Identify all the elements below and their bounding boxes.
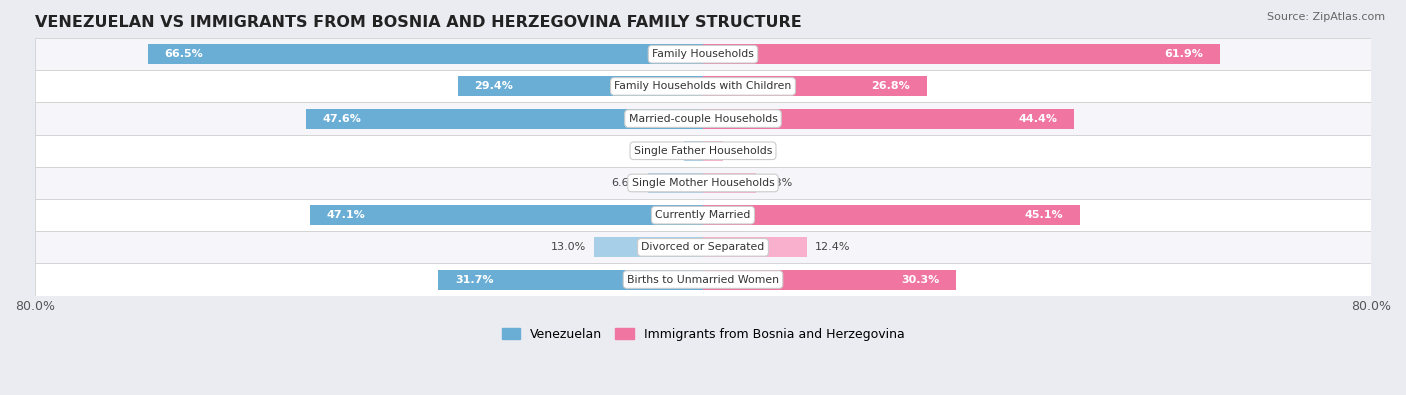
Text: Divorced or Separated: Divorced or Separated [641,243,765,252]
Text: Family Households with Children: Family Households with Children [614,81,792,91]
Bar [35,38,1371,70]
Text: 44.4%: 44.4% [1018,114,1057,124]
Text: 47.1%: 47.1% [326,210,366,220]
Bar [305,109,703,128]
Text: Source: ZipAtlas.com: Source: ZipAtlas.com [1267,12,1385,22]
Text: 47.6%: 47.6% [322,114,361,124]
Bar [35,70,1371,102]
Bar [457,76,703,96]
Text: 45.1%: 45.1% [1024,210,1063,220]
Bar [703,76,927,96]
Legend: Venezuelan, Immigrants from Bosnia and Herzegovina: Venezuelan, Immigrants from Bosnia and H… [496,323,910,346]
Bar [703,109,1074,128]
Text: Married-couple Households: Married-couple Households [628,114,778,124]
Bar [648,173,703,193]
Text: 31.7%: 31.7% [456,275,494,284]
Text: Family Households: Family Households [652,49,754,59]
Bar [703,237,807,257]
Text: 2.3%: 2.3% [647,146,675,156]
Text: Single Father Households: Single Father Households [634,146,772,156]
Bar [35,135,1371,167]
Text: 2.4%: 2.4% [731,146,759,156]
Bar [35,231,1371,263]
Text: Currently Married: Currently Married [655,210,751,220]
Bar [35,167,1371,199]
Bar [703,269,956,290]
Bar [703,173,755,193]
Bar [35,102,1371,135]
Bar [703,141,723,161]
Text: 61.9%: 61.9% [1164,49,1204,59]
Text: 6.3%: 6.3% [763,178,792,188]
Text: 29.4%: 29.4% [474,81,513,91]
Bar [595,237,703,257]
Bar [439,269,703,290]
Text: 26.8%: 26.8% [872,81,910,91]
Bar [309,205,703,225]
Bar [35,199,1371,231]
Text: 12.4%: 12.4% [815,243,851,252]
Text: VENEZUELAN VS IMMIGRANTS FROM BOSNIA AND HERZEGOVINA FAMILY STRUCTURE: VENEZUELAN VS IMMIGRANTS FROM BOSNIA AND… [35,15,801,30]
Text: 30.3%: 30.3% [901,275,939,284]
Bar [148,44,703,64]
Bar [683,141,703,161]
Bar [703,205,1080,225]
Text: Single Mother Households: Single Mother Households [631,178,775,188]
Bar [35,263,1371,295]
Text: 6.6%: 6.6% [612,178,640,188]
Text: 66.5%: 66.5% [165,49,204,59]
Text: Births to Unmarried Women: Births to Unmarried Women [627,275,779,284]
Bar [703,44,1220,64]
Text: 13.0%: 13.0% [551,243,586,252]
